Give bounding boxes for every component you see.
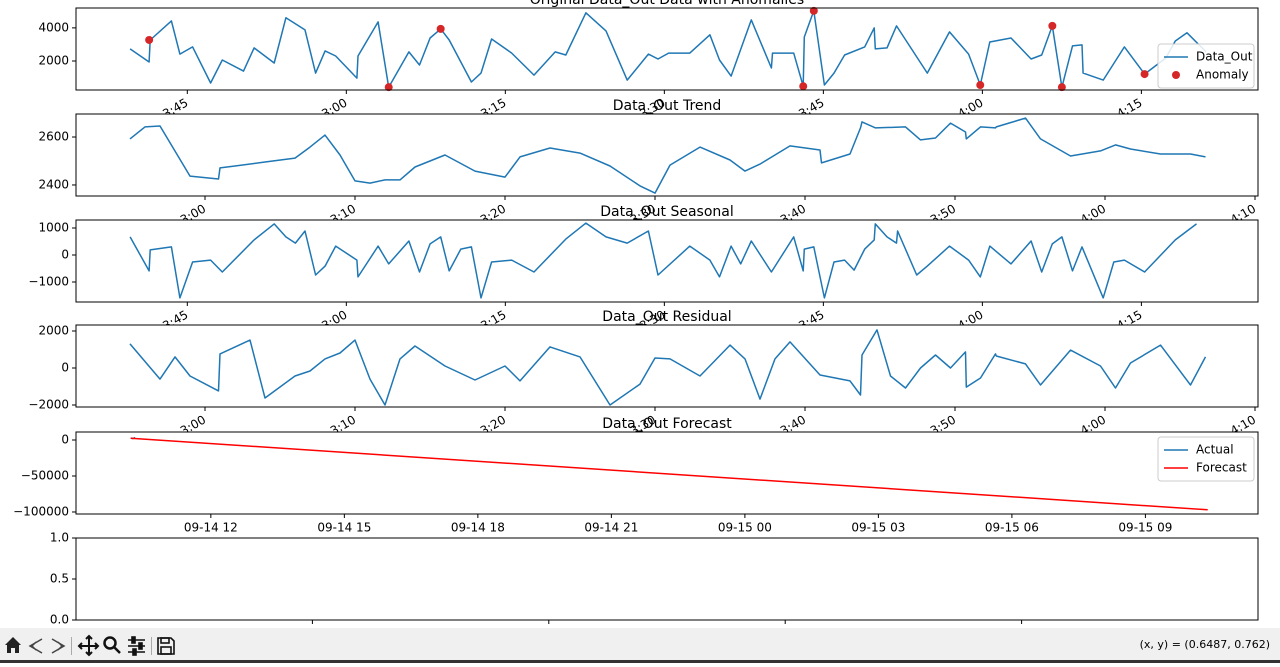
x-tick-label: 09-14 12 xyxy=(184,521,238,535)
x-tick-label: 09-15 06 xyxy=(985,521,1039,535)
data-line xyxy=(129,117,1206,194)
axes-background xyxy=(76,538,1258,620)
anomaly-point xyxy=(436,24,445,33)
subplot-title: Data_Out Residual xyxy=(602,309,731,325)
subplot-title: Original Data_Out Data with Anomalies xyxy=(530,0,804,8)
legend-marker xyxy=(1172,71,1180,79)
plots: Original Data_Out Data with Anomalies 200… xyxy=(13,0,1259,627)
anomaly-point xyxy=(384,83,393,92)
data-line xyxy=(129,222,1197,299)
x-tick-label: 09-15 09 xyxy=(1118,521,1172,535)
axes-background xyxy=(76,114,1258,196)
separator xyxy=(71,637,72,655)
x-tick-label: 09-14 21 xyxy=(584,521,638,535)
y-tick-label: 2600 xyxy=(38,130,69,144)
y-tick-label: 0 xyxy=(61,360,69,374)
y-tick-label: −1000 xyxy=(28,275,69,289)
y-tick-label: 1000 xyxy=(38,220,69,234)
cursor-status: (x, y) = (0.6487, 0.762) xyxy=(1140,638,1270,651)
anomaly-point xyxy=(1048,21,1057,30)
data-line xyxy=(130,437,1208,511)
subplot-title: Data_Out Forecast xyxy=(602,416,732,432)
back-button[interactable] xyxy=(28,638,43,654)
separator xyxy=(151,637,152,655)
axes-frame xyxy=(75,431,1259,515)
axes-background xyxy=(76,220,1258,302)
subplot: 0.0 0.5 1.0 xyxy=(50,531,1259,627)
y-tick-label: 1.0 xyxy=(50,531,69,545)
legend-label: Forecast xyxy=(1196,461,1247,475)
subplot: Data_Out Forecast −100000 −50000 0 09-14 12 0… xyxy=(13,416,1259,535)
anomaly-point xyxy=(1140,70,1149,79)
axes-frame xyxy=(75,113,1259,197)
legend-box xyxy=(1157,436,1255,482)
x-tick-label: 09-15 00 xyxy=(718,521,772,535)
x-tick-label: 09-14 15 xyxy=(317,521,371,535)
anomaly-point xyxy=(145,35,154,44)
axes-frame xyxy=(75,324,1259,408)
axes-background xyxy=(76,8,1258,90)
axes-frame xyxy=(75,219,1259,303)
y-tick-label: −2000 xyxy=(28,398,69,412)
legend: Data_Out Anomaly xyxy=(1157,43,1255,89)
forward-button[interactable] xyxy=(51,638,66,654)
axes-frame xyxy=(75,7,1259,91)
axes-frame xyxy=(75,537,1259,621)
y-tick-label: −50000 xyxy=(21,468,69,482)
data-line xyxy=(129,10,1207,88)
anomaly-point xyxy=(809,6,818,15)
y-tick-label: 2000 xyxy=(38,54,69,68)
configure-button[interactable] xyxy=(128,636,145,656)
home-button[interactable] xyxy=(5,637,21,653)
legend-label: Actual xyxy=(1196,443,1234,457)
y-tick-label: 0.5 xyxy=(50,572,69,586)
y-tick-label: 2400 xyxy=(38,177,69,191)
subplot: Original Data_Out Data with Anomalies 200… xyxy=(38,0,1259,121)
y-tick-label: 2000 xyxy=(38,323,69,337)
zoom-button[interactable] xyxy=(103,636,121,654)
y-tick-label: 0.0 xyxy=(50,613,69,627)
legend: Actual Forecast xyxy=(1157,436,1255,482)
y-tick-label: 4000 xyxy=(38,20,69,34)
legend-label: Data_Out xyxy=(1196,50,1253,64)
anomaly-point xyxy=(1057,83,1066,92)
save-button[interactable] xyxy=(157,637,175,655)
axes-background xyxy=(76,325,1258,407)
y-tick-label: 0 xyxy=(61,248,69,262)
legend-box xyxy=(1157,43,1255,89)
legend-label: Anomaly xyxy=(1196,68,1249,82)
toolbar: (x, y) = (0.6487, 0.762) xyxy=(0,628,1280,663)
toolbar-background xyxy=(0,628,1280,660)
x-tick-label: 09-14 18 xyxy=(451,521,505,535)
y-tick-label: 0 xyxy=(61,432,69,446)
subplot-title: Data_Out Trend xyxy=(613,98,722,114)
anomaly-point xyxy=(976,81,985,90)
window-edge xyxy=(0,660,1280,663)
data-line xyxy=(129,329,1207,406)
subplot-title: Data_Out Seasonal xyxy=(600,204,734,220)
x-tick-label: 09-15 03 xyxy=(851,521,905,535)
anomaly-point xyxy=(799,82,808,91)
y-tick-label: −100000 xyxy=(13,504,69,518)
pan-button[interactable] xyxy=(77,634,100,657)
